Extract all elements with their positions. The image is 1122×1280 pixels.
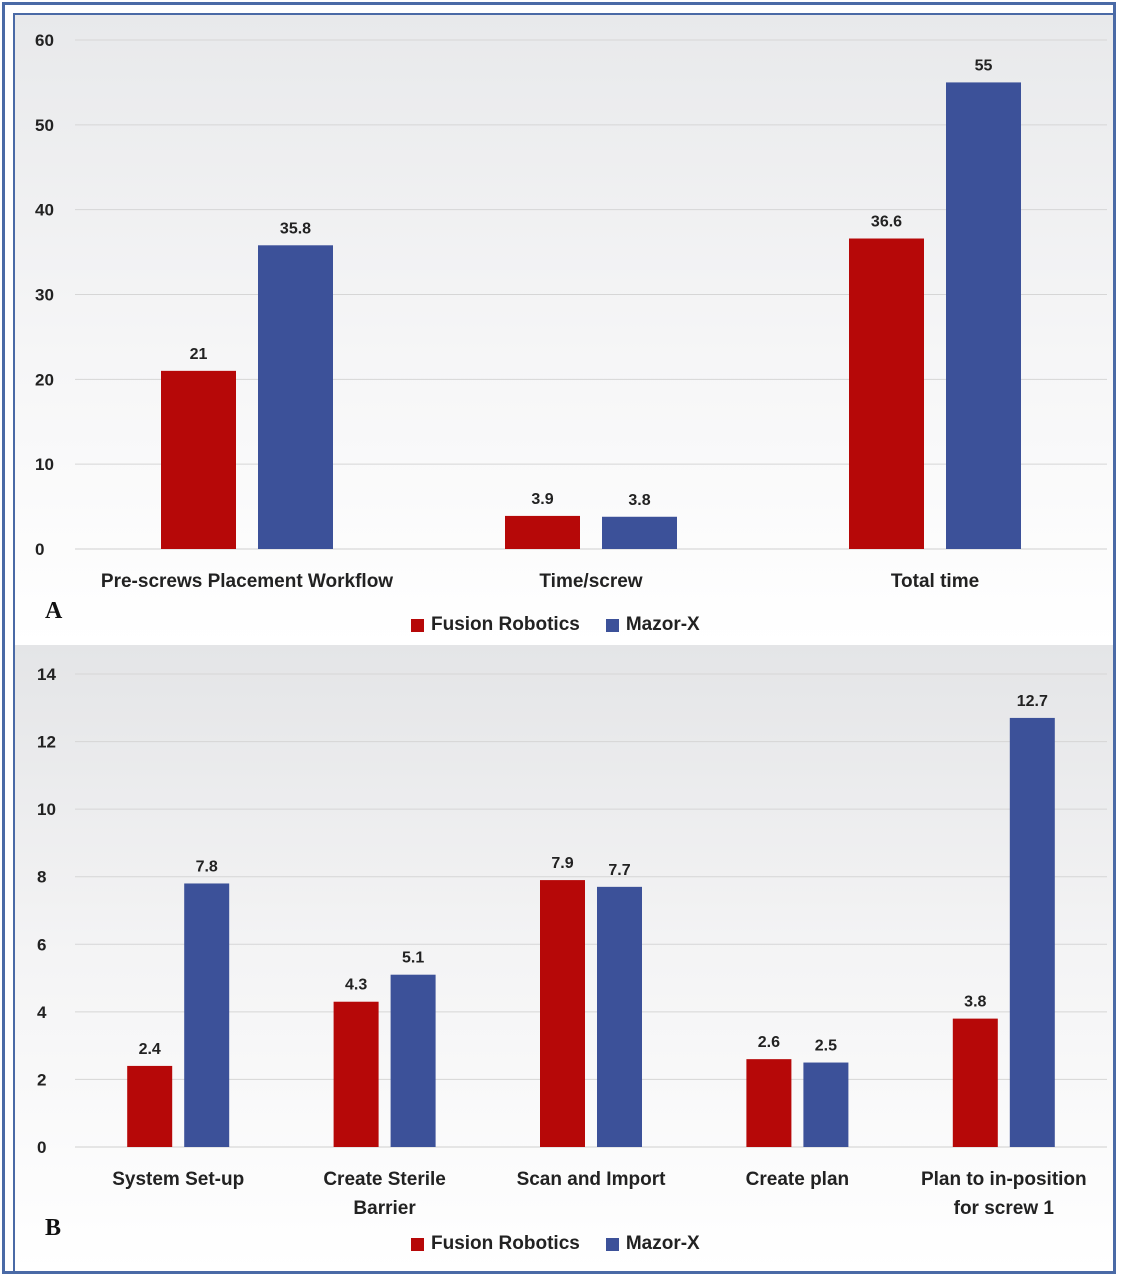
data-label-mazor: 7.8 <box>196 858 218 875</box>
bar-fusion <box>127 1065 173 1147</box>
y-tick-label: 4 <box>37 1003 47 1022</box>
data-label-fusion: 3.9 <box>531 491 553 508</box>
legend-label-mazor: Mazor-X <box>625 1233 700 1254</box>
x-tick-label: Create plan <box>746 1169 849 1190</box>
y-tick-label: 10 <box>37 800 56 819</box>
data-label-fusion: 3.8 <box>964 994 986 1011</box>
data-label-fusion: 4.3 <box>345 977 367 994</box>
data-label-mazor: 12.7 <box>1017 693 1048 710</box>
legend-label-fusion: Fusion Robotics <box>431 1233 580 1254</box>
data-label-mazor: 7.7 <box>608 862 630 879</box>
y-tick-label: 14 <box>37 665 56 684</box>
legend-swatch-fusion <box>411 618 424 632</box>
panel-b-letter: B <box>45 1215 62 1241</box>
bar-mazor <box>258 245 333 549</box>
y-tick-label: 2 <box>37 1070 46 1089</box>
data-label-fusion: 36.6 <box>871 214 902 231</box>
x-tick-label: Create Sterile <box>323 1169 446 1190</box>
bar-fusion <box>333 1001 379 1147</box>
y-tick-label: 60 <box>35 31 54 50</box>
legend-item-mazor: Mazor-X <box>605 614 700 636</box>
data-label-mazor: 3.8 <box>628 492 650 509</box>
y-tick-label: 30 <box>35 286 54 305</box>
legend-swatch-fusion <box>411 1237 424 1251</box>
y-tick-label: 12 <box>37 733 56 752</box>
x-tick-label: Scan and Import <box>517 1169 667 1190</box>
chart-a: 0 10 20 30 40 50 60 21 35.8 Pre-screws Placement … <box>35 31 1107 592</box>
x-tick-label: Plan to in-position <box>921 1169 1087 1190</box>
figure-inner-frame: 0 10 20 30 40 50 60 21 35.8 Pre-screws Placement … <box>13 13 1115 1273</box>
bar-fusion <box>746 1059 792 1147</box>
y-tick-label: 6 <box>37 935 46 954</box>
legend-label-mazor: Mazor-X <box>625 614 700 635</box>
y-tick-label: 0 <box>35 540 44 559</box>
bar-fusion <box>540 880 585 1147</box>
y-tick-label: 50 <box>35 116 54 135</box>
panel-a: 0 10 20 30 40 50 60 21 35.8 Pre-screws Placement … <box>15 15 1113 645</box>
bar-fusion <box>952 1018 998 1147</box>
data-label-fusion: 2.4 <box>139 1041 161 1058</box>
data-label-fusion: 7.9 <box>551 855 573 872</box>
legend-item-fusion: Fusion Robotics <box>411 614 580 636</box>
legend-item-fusion: Fusion Robotics <box>411 1233 580 1255</box>
y-tick-label: 20 <box>35 370 54 389</box>
legend-swatch-mazor <box>605 1237 619 1251</box>
x-tick-label: Total time <box>891 571 979 592</box>
y-tick-label: 0 <box>37 1138 46 1157</box>
bar-mazor <box>390 974 436 1147</box>
data-label-fusion: 2.6 <box>758 1034 780 1051</box>
data-label-mazor: 55 <box>975 57 993 74</box>
bar-fusion <box>849 238 924 549</box>
bar-mazor <box>946 82 1021 550</box>
x-tick-label: Pre-screws Placement Workflow <box>101 571 393 592</box>
y-tick-label: 10 <box>35 455 54 474</box>
bar-mazor <box>184 883 230 1147</box>
bar-fusion <box>161 370 236 549</box>
legend-label-fusion: Fusion Robotics <box>431 614 580 635</box>
bar-fusion <box>505 515 580 549</box>
x-tick-label: Barrier <box>353 1198 416 1219</box>
y-tick-label: 40 <box>35 201 54 220</box>
data-label-mazor: 5.1 <box>402 950 424 967</box>
legend-a: Fusion Robotics Mazor-X <box>411 614 700 636</box>
x-tick-label: System Set-up <box>112 1169 244 1190</box>
x-tick-label: for screw 1 <box>954 1198 1055 1219</box>
legend-item-mazor: Mazor-X <box>605 1233 700 1255</box>
panel-b: 0 2 4 6 8 10 12 14 2.4 7.8 System Set-up 4.3 5.1 Crea… <box>15 645 1113 1271</box>
x-tick-label: Time/screw <box>539 571 642 592</box>
bar-mazor <box>602 516 677 549</box>
y-tick-label: 8 <box>37 868 46 887</box>
bar-mazor <box>597 886 642 1147</box>
panel-a-letter: A <box>45 598 63 624</box>
chart-b: 0 2 4 6 8 10 12 14 2.4 7.8 System Set-up 4.3 5.1 Crea… <box>37 665 1107 1219</box>
data-label-mazor: 2.5 <box>815 1038 837 1055</box>
legend-b: Fusion Robotics Mazor-X <box>411 1233 700 1255</box>
legend-swatch-mazor <box>605 618 619 632</box>
bar-mazor <box>1009 717 1055 1147</box>
data-label-fusion: 21 <box>190 346 208 363</box>
data-label-mazor: 35.8 <box>280 220 311 237</box>
bar-mazor <box>803 1062 849 1147</box>
